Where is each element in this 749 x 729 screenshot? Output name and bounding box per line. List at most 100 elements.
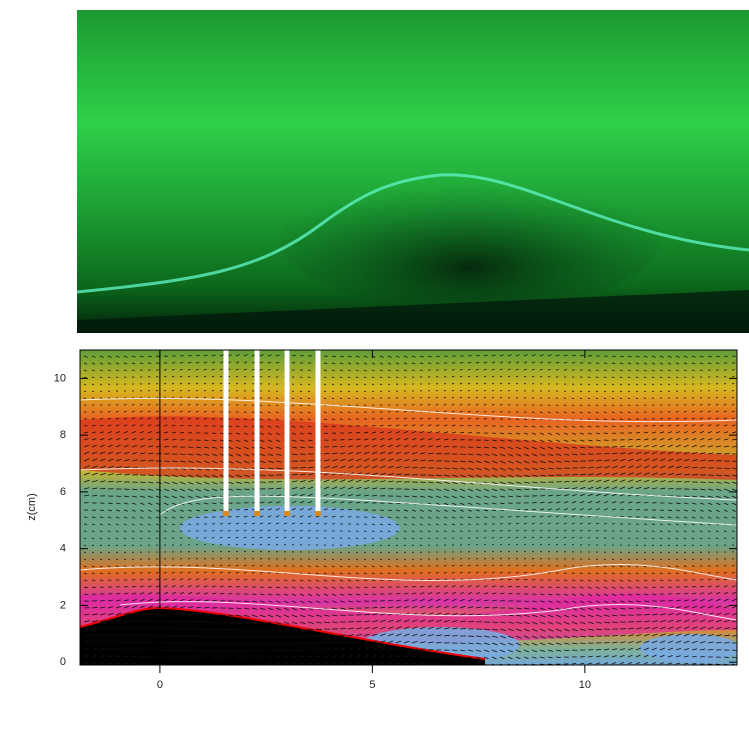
y-tick-label: 0 bbox=[60, 656, 66, 668]
vector-arrow bbox=[508, 593, 512, 594]
vector-arrow bbox=[612, 622, 618, 623]
vector-arrow bbox=[196, 551, 198, 552]
vector-arrow bbox=[348, 545, 350, 546]
vector-arrow bbox=[460, 628, 466, 629]
vector-arrow bbox=[372, 391, 374, 392]
vector-arrow bbox=[188, 621, 194, 622]
vector-arrow bbox=[580, 643, 586, 644]
vector-arrow bbox=[268, 551, 270, 552]
photo-dome bbox=[280, 170, 660, 310]
vector-arrow bbox=[716, 538, 718, 539]
vector-arrow bbox=[108, 573, 111, 574]
vector-arrow bbox=[396, 593, 400, 594]
probe-tip bbox=[254, 511, 260, 516]
vector-arrow bbox=[156, 390, 158, 391]
vector-arrow bbox=[652, 391, 654, 392]
vector-arrow bbox=[644, 614, 650, 615]
vector-arrow bbox=[156, 356, 160, 357]
vector-arrow bbox=[116, 411, 119, 412]
vector-arrow bbox=[428, 397, 430, 398]
vector-arrow bbox=[324, 433, 328, 434]
vector-arrow bbox=[684, 559, 686, 560]
vector-arrow bbox=[116, 559, 118, 560]
vector-arrow bbox=[100, 384, 102, 385]
vector-arrow bbox=[324, 559, 326, 560]
vector-arrow bbox=[444, 383, 446, 384]
vector-arrow bbox=[652, 425, 655, 426]
vector-arrow bbox=[604, 559, 606, 560]
vector-arrow bbox=[492, 404, 494, 405]
vector-arrow bbox=[700, 545, 702, 546]
vector-arrow bbox=[324, 523, 327, 524]
x-tick-label: 5 bbox=[369, 679, 375, 691]
probe-tip bbox=[284, 511, 290, 516]
vector-arrow bbox=[356, 432, 360, 433]
vector-arrow bbox=[156, 642, 162, 643]
vector-arrow bbox=[308, 636, 314, 637]
vector-arrow bbox=[188, 636, 194, 637]
vector-arrow bbox=[396, 566, 398, 567]
vector-arrow bbox=[308, 530, 310, 531]
vector-arrow bbox=[308, 566, 310, 567]
vector-arrow bbox=[396, 411, 399, 412]
y-axis-label: z(cm) bbox=[26, 493, 38, 521]
vector-arrow bbox=[492, 544, 494, 545]
vector-arrow bbox=[108, 503, 113, 504]
vector-arrow bbox=[140, 545, 142, 546]
vector-arrow bbox=[492, 510, 496, 511]
vector-arrow bbox=[212, 537, 214, 538]
vector-arrow bbox=[524, 601, 529, 602]
vector-arrow bbox=[724, 657, 729, 658]
vector-arrow bbox=[540, 412, 543, 413]
vector-arrow bbox=[116, 496, 121, 497]
vector-arrow bbox=[196, 517, 199, 518]
vector-arrow bbox=[164, 383, 166, 384]
vector-arrow bbox=[140, 397, 142, 398]
vector-arrow bbox=[644, 398, 646, 399]
vector-arrow bbox=[124, 552, 126, 553]
vector-arrow bbox=[692, 586, 696, 587]
vector-arrow bbox=[404, 663, 408, 664]
vector-arrow bbox=[476, 551, 478, 552]
y-tick-label: 2 bbox=[60, 599, 66, 611]
x-tick-label: 0 bbox=[157, 679, 163, 691]
vector-arrow bbox=[452, 376, 454, 377]
vector-arrow bbox=[620, 552, 622, 553]
probe-tip bbox=[315, 511, 321, 516]
vector-arrow bbox=[84, 594, 88, 595]
y-tick-label: 6 bbox=[60, 486, 66, 498]
vector-arrow bbox=[348, 412, 351, 413]
vector-arrow bbox=[732, 446, 737, 447]
vector-arrow bbox=[292, 537, 294, 538]
vector-arrow bbox=[356, 538, 358, 539]
vector-arrow bbox=[180, 558, 182, 559]
vector-arrow bbox=[252, 565, 254, 566]
vector-arrow bbox=[324, 363, 327, 364]
vector-arrow bbox=[468, 558, 470, 559]
vector-arrow bbox=[372, 607, 377, 608]
vector-arrow bbox=[404, 559, 406, 560]
vector-arrow bbox=[260, 558, 262, 559]
vector-arrow bbox=[380, 384, 382, 385]
vector-arrow bbox=[524, 383, 526, 384]
vector-arrow bbox=[84, 524, 87, 525]
vector-arrow bbox=[500, 530, 502, 531]
vector-arrow bbox=[340, 552, 342, 553]
vector-arrow bbox=[396, 377, 398, 378]
vector-arrow bbox=[628, 545, 630, 546]
vector-arrow bbox=[308, 447, 313, 448]
vector-arrow bbox=[516, 586, 520, 587]
vector-arrow bbox=[500, 397, 502, 398]
vector-arrow bbox=[548, 551, 550, 552]
vector-arrow bbox=[500, 600, 505, 601]
vector-arrow bbox=[412, 404, 414, 405]
vector-arrow bbox=[636, 405, 638, 406]
vector-arrow bbox=[428, 475, 434, 476]
vector-arrow bbox=[300, 656, 305, 657]
vector-arrow bbox=[100, 600, 105, 601]
vector-arrow bbox=[460, 643, 466, 644]
vector-arrow bbox=[300, 391, 302, 392]
vector-arrow bbox=[308, 377, 310, 378]
vector-arrow bbox=[268, 405, 270, 406]
